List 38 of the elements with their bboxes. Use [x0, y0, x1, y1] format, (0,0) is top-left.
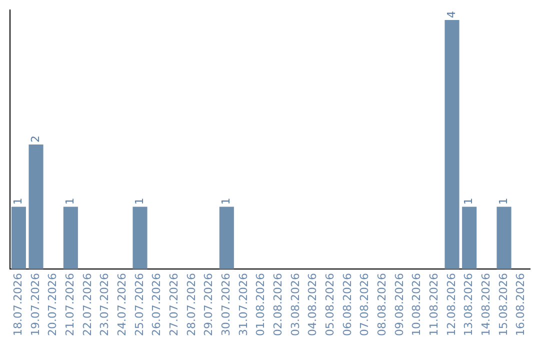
x-tick-label: 02.08.2026 — [272, 273, 285, 336]
x-tick-label: 26.07.2026 — [150, 273, 164, 336]
x-tick-label: 15.08.2026 — [496, 273, 510, 336]
x-tick-label: 13.08.2026 — [462, 273, 476, 336]
x-tick-label: 28.07.2026 — [184, 273, 198, 336]
data-label: 1 — [462, 198, 476, 205]
x-tick-label: 24.07.2026 — [116, 273, 129, 336]
x-tick-label: 11.08.2026 — [428, 273, 441, 336]
x-tick-label: 27.07.2026 — [168, 273, 181, 336]
x-tick-label: 18.07.2026 — [12, 273, 25, 336]
x-tick-label: 16.08.2026 — [514, 273, 528, 336]
x-tick-label: 05.08.2026 — [324, 273, 337, 336]
x-tick-label: 07.08.2026 — [358, 273, 372, 336]
x-tick-label: 08.08.2026 — [376, 273, 389, 336]
x-tick-label: 03.08.2026 — [288, 273, 302, 336]
x-tick-label: 04.08.2026 — [306, 273, 320, 336]
data-label: 2 — [28, 135, 42, 142]
data-label: 1 — [496, 198, 510, 205]
x-tick-label: 23.07.2026 — [98, 273, 112, 336]
data-label: 1 — [220, 198, 233, 205]
data-label: 1 — [132, 198, 146, 205]
data-label: 1 — [12, 198, 25, 205]
x-tick-label: 21.07.2026 — [64, 273, 77, 336]
data-label: 1 — [64, 198, 77, 205]
x-tick-label: 30.07.2026 — [220, 273, 233, 336]
x-tick-label: 29.07.2026 — [202, 273, 216, 336]
x-tick-label: 12.08.2026 — [444, 273, 458, 336]
x-tick-label: 01.08.2026 — [254, 273, 268, 336]
x-tick-label: 09.08.2026 — [392, 273, 406, 336]
data-label: 4 — [444, 10, 458, 18]
x-tick-label: 14.08.2026 — [480, 273, 493, 336]
x-tick-label: 10.08.2026 — [410, 273, 424, 336]
x-tick-label: 06.08.2026 — [340, 273, 354, 336]
x-tick-label: 19.07.2026 — [28, 273, 42, 336]
x-tick-label: 22.07.2026 — [80, 273, 94, 336]
x-tick-label: 20.07.2026 — [46, 273, 60, 336]
x-tick-label: 25.07.2026 — [132, 273, 146, 336]
x-tick-label: 31.07.2026 — [236, 273, 250, 336]
